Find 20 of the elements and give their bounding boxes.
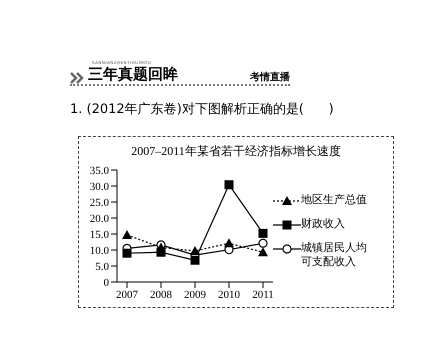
- y-tick-label: 15.0: [90, 228, 110, 241]
- legend-label: 地区生产总值: [301, 193, 368, 207]
- x-tick-label: 2011: [252, 288, 274, 301]
- x-tick-label: 2007: [116, 288, 138, 301]
- y-tick-label: 5.0: [95, 260, 110, 273]
- y-tick-label: 10.0: [90, 244, 110, 257]
- legend-label: 财政收入: [301, 217, 346, 231]
- chart-title: 2007–2011年某省若干经济指标增长速度: [130, 143, 342, 160]
- text: 1. (2012年广东卷)对下图解析正确的是( ): [70, 101, 334, 118]
- x-tick-label: 2009: [184, 288, 206, 301]
- legend-label: 城镇居民人均可支配收入: [301, 241, 368, 269]
- text: 考情直播: [250, 70, 290, 84]
- y-tick-label: 35.0: [90, 164, 110, 177]
- text: 三年真题回眸: [88, 65, 178, 84]
- y-tick-label: 30.0: [90, 180, 110, 193]
- x-tick-label: 2008: [150, 288, 172, 301]
- y-tick-label: 20.0: [90, 212, 110, 225]
- y-tick-label: 25.0: [90, 196, 110, 209]
- y-tick-label: 0: [104, 276, 110, 289]
- x-tick-label: 2010: [218, 288, 240, 301]
